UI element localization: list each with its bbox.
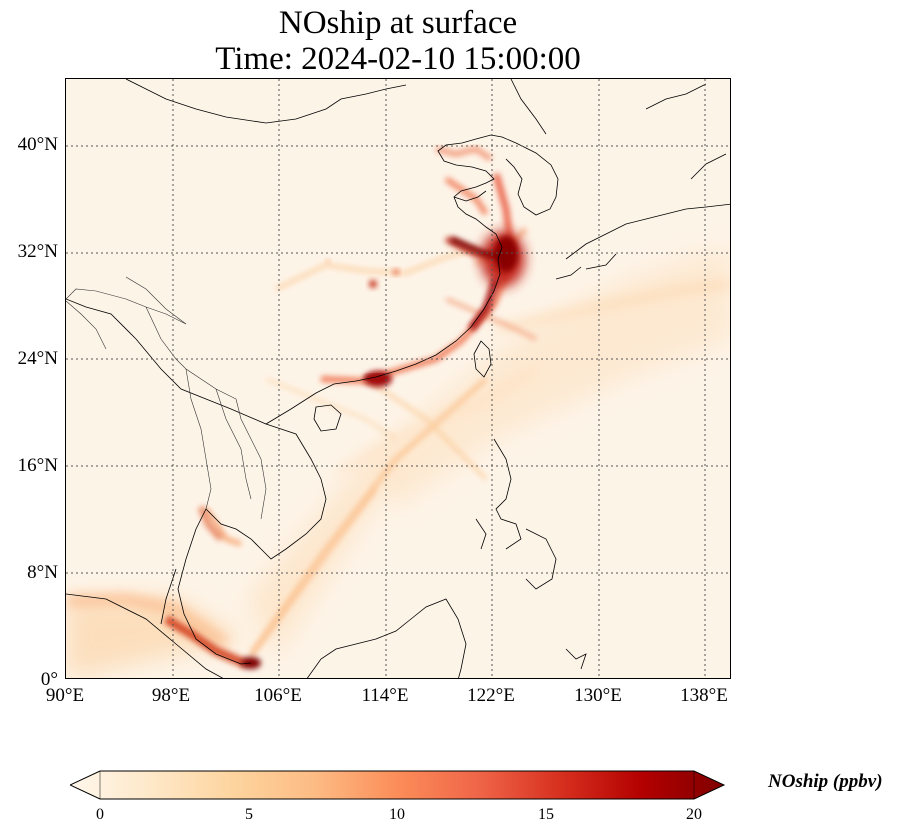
lon-tick-130e: 130°E: [574, 685, 622, 706]
lat-tick-24n: 24°N: [17, 348, 58, 369]
lat-tick-32n: 32°N: [17, 241, 58, 262]
colorbar: [70, 770, 726, 800]
colorbar-tick-0: 0: [96, 806, 104, 823]
colorbar-tick-20: 20: [686, 806, 702, 823]
colorbar-tick-10: 10: [389, 806, 405, 823]
lon-tick-98e: 98°E: [151, 685, 191, 706]
coastlines: [66, 79, 730, 678]
colorbar-tick-15: 15: [538, 806, 554, 823]
lon-tick-106e: 106°E: [254, 685, 302, 706]
colorbar-body: [70, 770, 726, 800]
lon-tick-90e: 90°E: [45, 685, 85, 706]
map-panel: [65, 78, 731, 679]
lon-tick-114e: 114°E: [361, 685, 409, 706]
map-canvas: [66, 79, 730, 678]
lon-tick-122e: 122°E: [467, 685, 515, 706]
ship-emission-field: [66, 145, 730, 678]
concentration-background: [66, 79, 730, 678]
lat-tick-16n: 16°N: [17, 455, 58, 476]
lon-tick-138e: 138°E: [680, 685, 728, 706]
map-title-line-1: NOship at surface: [278, 5, 518, 41]
colorbar-tick-5: 5: [245, 806, 253, 823]
map-title-line-2: Time: 2024-02-10 15:00:00: [215, 41, 581, 77]
gridlines: [66, 79, 730, 678]
lat-tick-8n: 8°N: [27, 562, 58, 583]
colorbar-label: NOship (ppbv): [768, 771, 883, 792]
country-borders: [66, 276, 267, 520]
lat-tick-0: 0°: [40, 669, 58, 690]
lat-tick-40n: 40°N: [17, 134, 58, 155]
